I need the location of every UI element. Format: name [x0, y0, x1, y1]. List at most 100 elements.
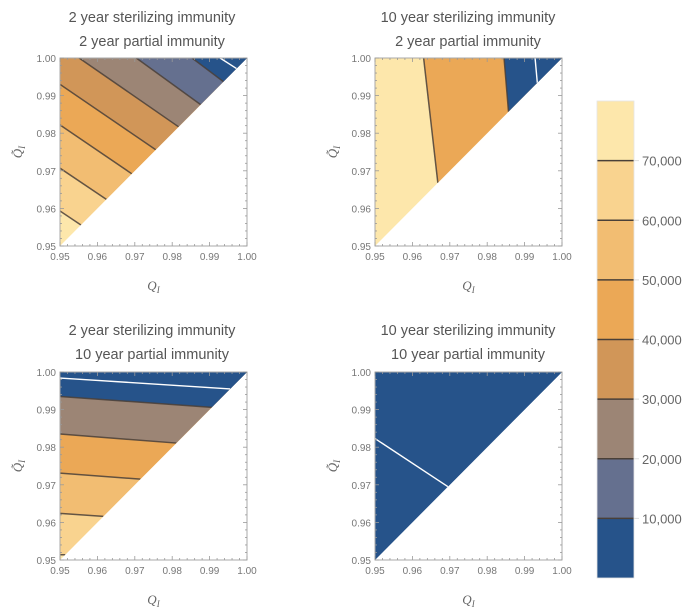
x-axis-label: QI: [147, 592, 160, 609]
colorbar: 10,000 20,000 30,000 40,000 50,000 60,000 70,0…: [596, 100, 682, 579]
colorbar-tick-label: 40,000: [642, 333, 682, 348]
colorbar-band: [597, 458, 634, 519]
colorbar-band: [597, 101, 634, 161]
y-axis-label-subscript: I: [17, 145, 27, 150]
x-axis-label: QI: [462, 592, 475, 609]
x-tick-label: 0.95: [365, 252, 385, 263]
x-tick-label: 0.95: [365, 566, 385, 577]
colorbar-tick-label: 10,000: [642, 511, 682, 526]
contour-line: [375, 437, 449, 488]
x-tick-label: 1.00: [237, 252, 257, 263]
colorbar-band: [597, 518, 634, 578]
y-tick-label: 0.95: [37, 242, 57, 253]
y-tick-label: 0.95: [37, 556, 57, 567]
panel-subtitle: 2 year partial immunity: [395, 34, 542, 50]
colorbar-band: [597, 220, 634, 280]
x-tick-label: 0.98: [477, 566, 497, 577]
y-tick-label: 0.97: [352, 167, 372, 178]
x-tick-label: 0.96: [403, 566, 423, 577]
x-axis-label-subscript: I: [156, 599, 161, 609]
colorbar-band: [597, 160, 634, 221]
y-axis-label-subscript: I: [332, 145, 342, 150]
y-tick-label: 0.95: [352, 242, 372, 253]
plot-frame: [374, 371, 563, 561]
x-axis-label-subscript: I: [471, 599, 476, 609]
y-tick-label: 1.00: [37, 54, 57, 65]
y-tick-label: 1.00: [352, 54, 372, 65]
contour-line: [60, 124, 133, 175]
x-tick-label: 0.96: [88, 252, 108, 263]
x-axis-label-subscript: I: [156, 285, 161, 295]
colorbar-tick-label: 50,000: [642, 273, 682, 288]
contour-line: [78, 58, 179, 128]
contour-line: [191, 58, 224, 83]
panel-title: 2 year sterilizing immunity: [69, 10, 237, 26]
y-tick-label: 0.98: [352, 443, 372, 454]
x-tick-label: 0.99: [515, 252, 535, 263]
x-axis-label: QI: [147, 278, 160, 295]
panel-subtitle: 2 year partial immunity: [79, 34, 226, 50]
panel-subtitle: 10 year partial immunity: [75, 347, 230, 363]
colorbar-band: [597, 339, 634, 400]
y-axis-label-subscript: I: [17, 459, 27, 464]
x-tick-label: 0.97: [125, 252, 145, 263]
x-tick-label: 0.96: [403, 252, 423, 263]
contour-line: [60, 472, 141, 480]
y-axis-label: Q̃I: [325, 459, 342, 472]
y-tick-label: 0.96: [352, 204, 372, 215]
panel-title: 2 year sterilizing immunity: [69, 323, 237, 339]
x-tick-label: 0.99: [200, 566, 220, 577]
y-tick-label: 0.98: [37, 443, 57, 454]
y-tick-label: 0.95: [352, 556, 372, 567]
contour-line: [135, 58, 202, 106]
contour-line: [60, 512, 104, 518]
x-tick-label: 0.95: [50, 566, 70, 577]
colorbar-frame: [596, 100, 635, 579]
y-tick-label: 0.96: [352, 518, 372, 529]
plot-frame: [374, 57, 563, 247]
y-tick-label: 0.99: [37, 406, 57, 417]
x-tick-label: 0.98: [162, 566, 182, 577]
x-tick-label: 0.96: [88, 566, 108, 577]
x-tick-label: 0.98: [162, 252, 182, 263]
y-tick-label: 0.97: [352, 481, 372, 492]
contour-line: [219, 58, 237, 70]
y-axis-label: Q̃I: [10, 459, 27, 472]
y-tick-label: 0.96: [37, 518, 57, 529]
contour-line: [60, 433, 177, 444]
x-tick-label: 0.97: [125, 566, 145, 577]
x-tick-label: 0.95: [50, 252, 70, 263]
plot-frame: [59, 371, 248, 561]
colorbar-band: [597, 399, 634, 459]
contour-line: [60, 395, 212, 409]
y-tick-label: 0.99: [37, 92, 57, 103]
y-tick-label: 0.97: [37, 481, 57, 492]
plot-frame: [59, 57, 248, 247]
x-tick-label: 0.98: [477, 252, 497, 263]
contour-line: [503, 58, 510, 112]
y-tick-label: 0.98: [352, 129, 372, 140]
panel-subtitle: 10 year partial immunity: [391, 347, 546, 363]
x-tick-label: 0.99: [200, 252, 220, 263]
colorbar-tick-label: 70,000: [642, 154, 682, 169]
contour-line: [60, 377, 231, 390]
x-tick-label: 0.99: [515, 566, 535, 577]
y-tick-label: 1.00: [352, 368, 372, 379]
y-tick-label: 0.99: [352, 406, 372, 417]
x-tick-label: 1.00: [552, 252, 572, 263]
panel-title: 10 year sterilizing immunity: [381, 10, 557, 26]
colorbar-tick-label: 20,000: [642, 452, 682, 467]
colorbar-tick-label: 60,000: [642, 213, 682, 228]
contour-line: [60, 210, 82, 226]
x-tick-label: 0.97: [440, 566, 460, 577]
y-axis-label: Q̃I: [10, 145, 27, 158]
x-axis-label-subscript: I: [471, 285, 476, 295]
x-tick-label: 1.00: [237, 566, 257, 577]
x-tick-label: 0.97: [440, 252, 460, 263]
colorbar-band: [597, 279, 634, 340]
x-axis-label: QI: [462, 278, 475, 295]
y-axis-label: Q̃I: [325, 145, 342, 158]
contour-line: [422, 58, 439, 183]
panel-title: 10 year sterilizing immunity: [381, 323, 557, 339]
